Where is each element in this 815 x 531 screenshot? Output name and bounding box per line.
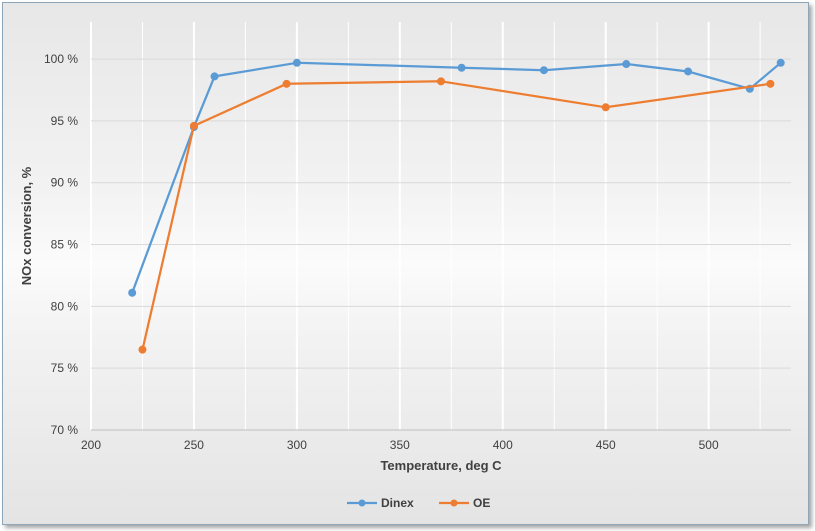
data-point [138,345,147,354]
legend-swatch-marker [358,499,366,507]
x-tick-label: 400 [493,438,513,452]
y-tick-label: 90 % [51,176,79,190]
gridlines [90,22,791,431]
series-oe [138,77,775,354]
x-axis-title: Temperature, deg C [380,458,502,473]
x-tick-label: 350 [390,438,410,452]
data-point [601,103,610,112]
data-point [210,72,219,81]
data-point [189,121,198,130]
legend-label: OE [473,496,490,510]
legend-label: Dinex [381,496,414,510]
series-line-oe [141,80,771,350]
series-line-dinex [131,61,782,294]
x-tick-label: 500 [699,438,719,452]
legend-item-dinex: Dinex [347,496,414,510]
x-tick-labels: 200 250 300 350 400 450 500 [81,438,719,452]
x-tick-label: 200 [81,438,101,452]
data-point [539,66,548,75]
data-point [684,67,693,76]
y-tick-labels: 70 % 75 % 80 % 85 % 90 % 95 % 100 % [44,52,78,437]
legend-item-oe: OE [439,496,490,510]
data-point [128,288,137,297]
y-tick-label: 100 % [44,52,78,66]
data-point [457,63,466,72]
series-lines [128,58,785,354]
y-tick-label: 85 % [51,238,79,252]
y-axis-title: NOx conversion, % [19,166,34,285]
chart-frame [2,2,809,525]
data-point [437,77,445,86]
y-tick-label: 75 % [51,361,79,375]
data-point [776,58,785,67]
data-point [282,79,291,88]
y-tick-label: 80 % [51,299,79,313]
x-tick-label: 300 [287,438,307,452]
legend: Dinex OE [347,496,490,510]
x-tick-label: 250 [184,438,204,452]
data-point [622,60,631,69]
x-tick-label: 450 [596,438,616,452]
legend-swatch-marker [450,499,458,507]
y-tick-label: 95 % [51,114,79,128]
data-point [766,79,775,88]
y-tick-label: 70 % [51,423,79,437]
data-point [292,58,301,67]
